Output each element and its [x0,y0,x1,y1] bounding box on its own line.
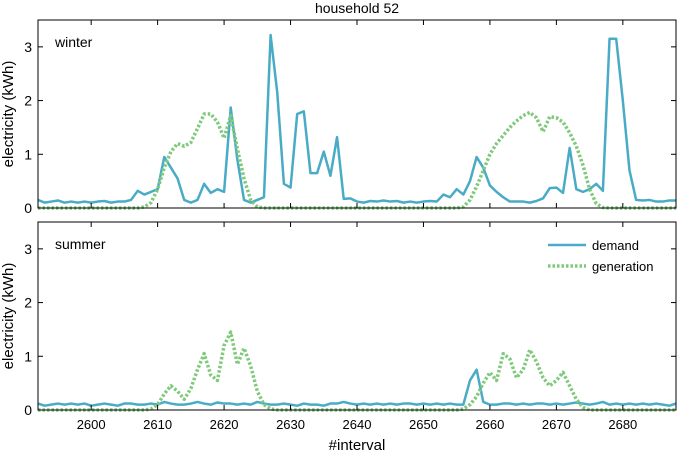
legend-label-generation: generation [592,259,653,274]
y-tick-label: 2 [24,93,32,109]
x-tick-label: 2670 [542,417,571,432]
demand-series-line [37,33,676,204]
x-tick-label: 2620 [210,417,239,432]
x-axis-label: #interval [329,437,386,454]
x-tick-label: 2640 [343,417,372,432]
x-tick-label: 2680 [608,417,637,432]
y-axis-label: electricity (kWh) [0,61,17,168]
summer-panel: 2600 2610 2620 2630 2640 2650 2660 2670 2680 0 1 2 3… [0,221,677,432]
y-tick-label: 1 [24,348,32,364]
x-tick-label: 2600 [77,417,106,432]
x-tick-label: 2650 [409,417,438,432]
chart-title: household 52 [315,0,399,16]
panel-label: winter [54,34,93,50]
winter-panel: 0 1 2 3 electricity (kWh) winter [0,19,677,216]
y-tick-label: 0 [24,402,32,418]
panel-label: summer [55,236,106,252]
y-tick-label: 3 [24,39,32,55]
generation-series-line [38,330,676,412]
legend-label-demand: demand [592,238,639,253]
y-tick-label: 3 [24,241,32,257]
plot-area [38,20,676,208]
y-axis-label: electricity (kWh) [0,263,17,370]
x-tick-label: 2630 [276,417,305,432]
y-tick-label: 0 [24,200,32,216]
x-tick-label: 2610 [143,417,172,432]
demand-series-line [37,368,677,407]
y-tick-label: 1 [24,146,32,162]
y-tick-label: 2 [24,295,32,311]
plot-area [38,222,676,410]
x-tick-label: 2660 [475,417,504,432]
